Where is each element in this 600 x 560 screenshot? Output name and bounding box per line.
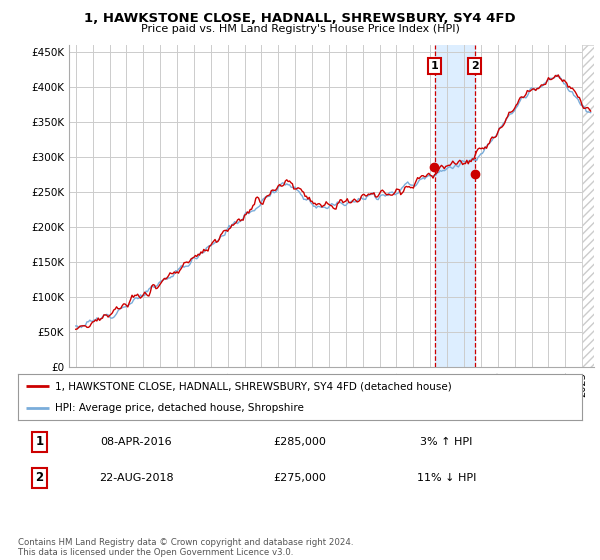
Text: 1, HAWKSTONE CLOSE, HADNALL, SHREWSBURY, SY4 4FD: 1, HAWKSTONE CLOSE, HADNALL, SHREWSBURY,… — [84, 12, 516, 25]
Text: Price paid vs. HM Land Registry's House Price Index (HPI): Price paid vs. HM Land Registry's House … — [140, 24, 460, 34]
Text: 1: 1 — [35, 435, 43, 449]
Text: £275,000: £275,000 — [274, 473, 326, 483]
Text: 11% ↓ HPI: 11% ↓ HPI — [417, 473, 476, 483]
Text: 1, HAWKSTONE CLOSE, HADNALL, SHREWSBURY, SY4 4FD (detached house): 1, HAWKSTONE CLOSE, HADNALL, SHREWSBURY,… — [55, 381, 451, 391]
Text: 1: 1 — [431, 61, 439, 71]
Text: Contains HM Land Registry data © Crown copyright and database right 2024.
This d: Contains HM Land Registry data © Crown c… — [18, 538, 353, 557]
Bar — [435, 45, 475, 367]
Text: 08-APR-2016: 08-APR-2016 — [101, 437, 172, 447]
Text: HPI: Average price, detached house, Shropshire: HPI: Average price, detached house, Shro… — [55, 403, 304, 413]
Text: 3% ↑ HPI: 3% ↑ HPI — [421, 437, 473, 447]
Text: 22-AUG-2018: 22-AUG-2018 — [99, 473, 174, 483]
Text: 2: 2 — [471, 61, 479, 71]
Text: £285,000: £285,000 — [274, 437, 326, 447]
Text: 2: 2 — [35, 471, 43, 484]
